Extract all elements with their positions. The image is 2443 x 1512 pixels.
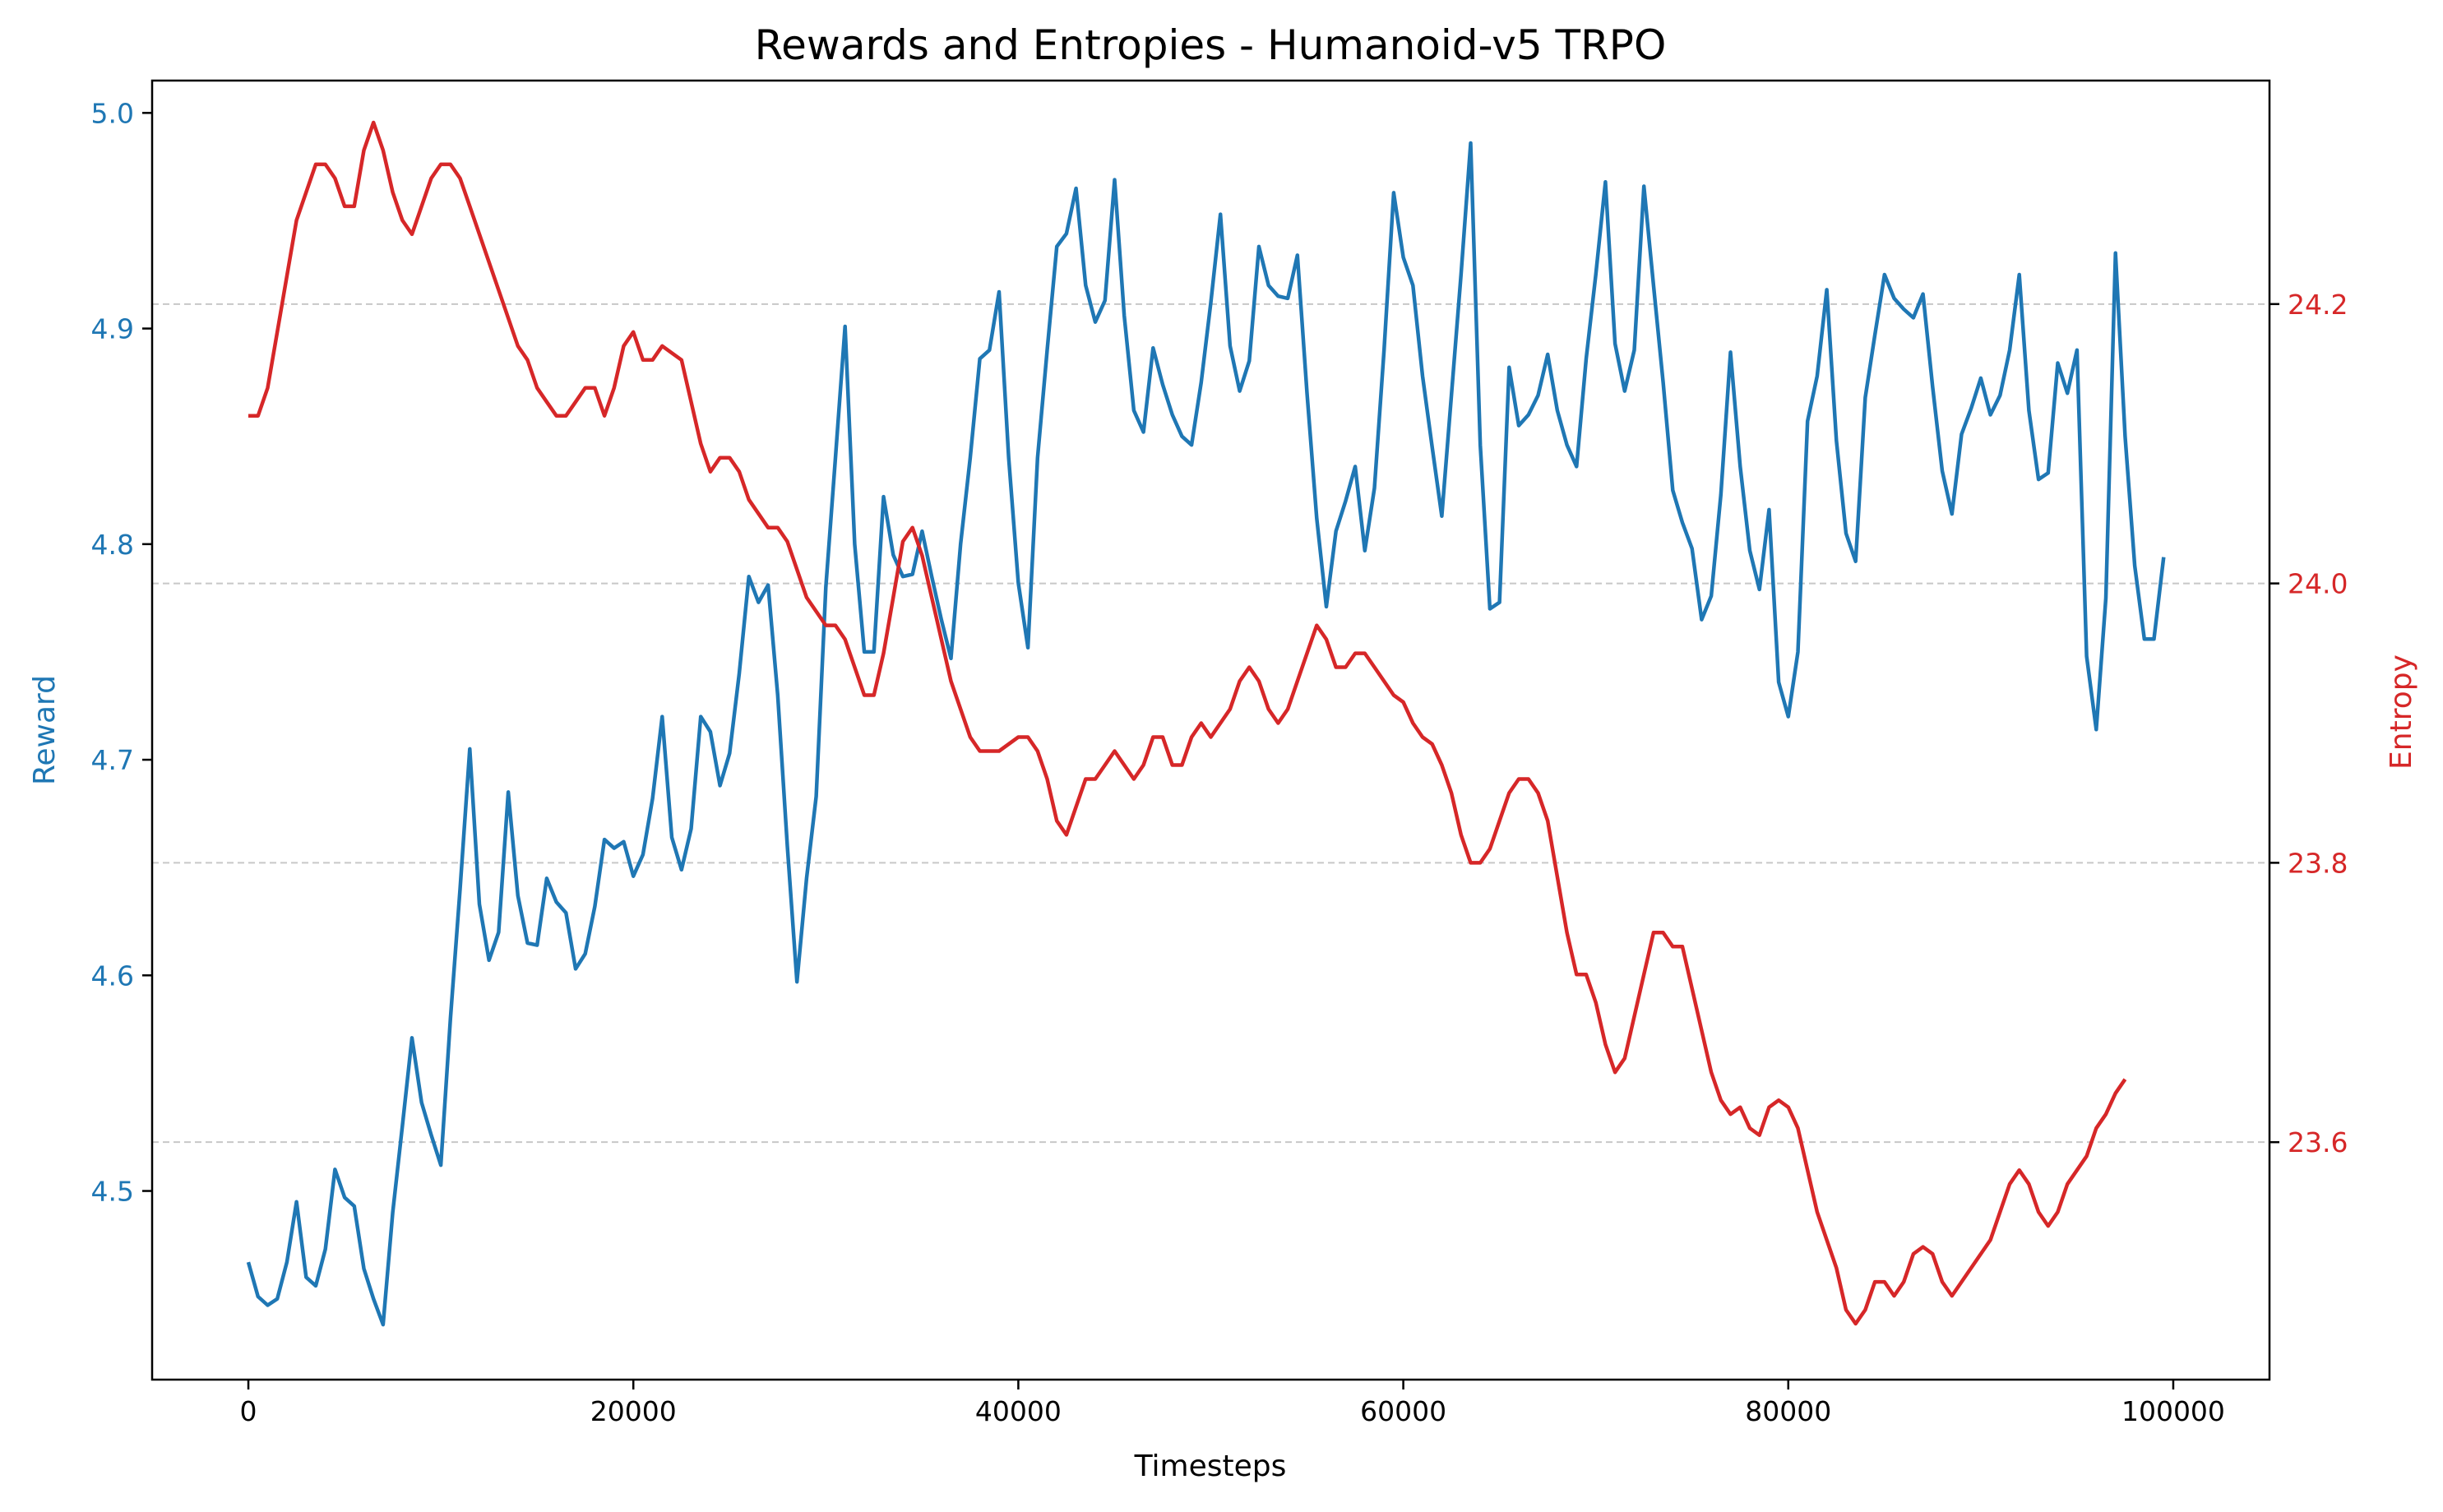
y-left-tick-label: 4.9 — [91, 313, 134, 345]
x-tick-label: 40000 — [975, 1395, 1062, 1427]
y-axis-right-label: Entropy — [2385, 654, 2418, 770]
y-left-tick-label: 4.6 — [91, 959, 134, 992]
entropy-series-line — [248, 120, 2127, 1326]
chart-title: Rewards and Entropies - Humanoid-v5 TRPO — [755, 21, 1667, 69]
x-tick-label: 0 — [240, 1395, 257, 1427]
y-left-tick-label: 4.7 — [91, 744, 134, 776]
x-tick-label: 20000 — [590, 1395, 677, 1427]
x-axis: 0 20000 40000 60000 80000 100000 — [240, 1380, 2225, 1427]
x-axis-label: Timesteps — [1134, 1450, 1287, 1483]
x-tick-label: 80000 — [1745, 1395, 1831, 1427]
y-axis-left-label: Reward — [28, 675, 62, 785]
y-right-tick-label: 24.0 — [2288, 568, 2348, 600]
y-right-tick-label: 23.6 — [2288, 1126, 2348, 1158]
y-left-tick-label: 4.5 — [91, 1176, 134, 1208]
y-axis-right: 23.6 23.8 24.0 24.2 — [2269, 289, 2348, 1158]
x-tick-label: 60000 — [1360, 1395, 1446, 1427]
reward-series-line — [246, 141, 2166, 1327]
y-right-tick-label: 24.2 — [2288, 289, 2348, 321]
series-layer — [246, 120, 2166, 1327]
y-axis-left: 4.5 4.6 4.7 4.8 4.9 5.0 — [91, 97, 152, 1208]
y-right-tick-label: 23.8 — [2288, 847, 2348, 879]
y-left-tick-label: 5.0 — [91, 97, 134, 129]
y-left-tick-label: 4.8 — [91, 529, 134, 561]
plot-frame — [150, 79, 2271, 1381]
x-tick-label: 100000 — [2121, 1395, 2225, 1427]
